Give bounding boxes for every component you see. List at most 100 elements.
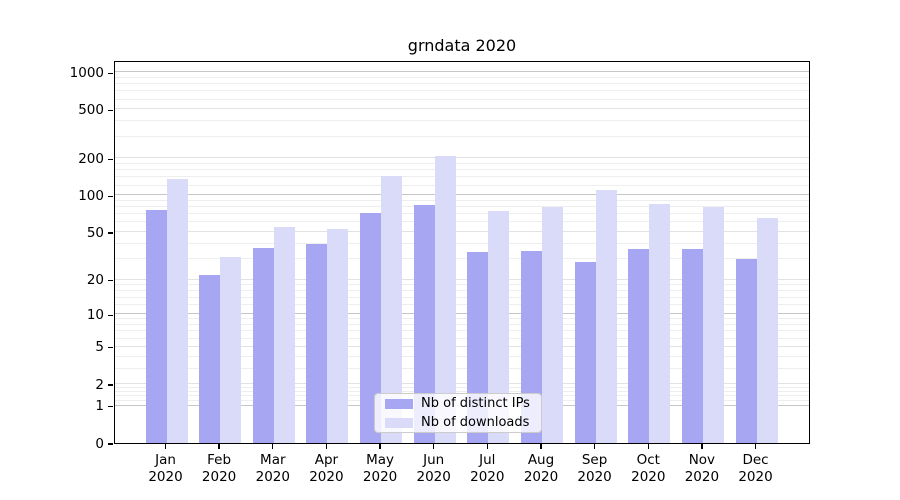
gridline-1.6 xyxy=(115,390,809,392)
y-tick-mark-500 xyxy=(108,109,113,112)
chart-title: grndata 2020 xyxy=(407,36,517,55)
x-tick-label-apr: Apr 2020 xyxy=(309,452,344,485)
gridline-4 xyxy=(115,355,809,357)
gridline-3 xyxy=(115,367,809,369)
gridline-500 xyxy=(115,108,809,110)
y-tick-mark-5 xyxy=(108,347,113,349)
y-tick-label-2: 2 xyxy=(95,376,104,393)
bar-distinct-ips-jan xyxy=(145,209,167,443)
legend-swatch-distinct-ips xyxy=(385,398,413,409)
gridline-14 xyxy=(115,296,809,298)
gridline-10 xyxy=(115,313,809,315)
legend-swatch-downloads xyxy=(385,417,413,428)
gridline-18 xyxy=(115,284,809,285)
bar-downloads-nov xyxy=(702,207,724,443)
gridline-70 xyxy=(115,213,809,215)
bar-distinct-ips-dec xyxy=(735,258,757,443)
gridline-80 xyxy=(115,206,809,208)
gridline-8 xyxy=(115,324,809,326)
x-tick-mark-feb xyxy=(218,444,220,449)
gridline-1000 xyxy=(115,71,809,73)
y-tick-label-100: 100 xyxy=(78,187,104,204)
x-tick-mark-jun xyxy=(433,444,435,449)
gridline-800 xyxy=(115,83,809,85)
gridline-12 xyxy=(115,304,809,306)
x-tick-label-jul: Jul 2020 xyxy=(470,452,505,485)
x-tick-mark-dec xyxy=(754,444,757,449)
bar-downloads-mar xyxy=(273,227,295,443)
x-tick-label-feb: Feb 2020 xyxy=(201,452,237,485)
x-tick-mark-sep xyxy=(593,444,596,449)
legend-label-downloads: Nb of downloads xyxy=(421,415,530,430)
bar-downloads-sep xyxy=(595,190,617,443)
y-tick-label-500: 500 xyxy=(78,101,104,118)
gridline-1.8 xyxy=(115,386,809,388)
gridline-60 xyxy=(115,221,809,223)
legend: Nb of distinct IPs Nb of downloads xyxy=(374,393,542,433)
gridline-400 xyxy=(115,120,809,122)
y-tick-mark-200 xyxy=(108,158,113,161)
x-tick-label-nov: Nov 2020 xyxy=(684,452,720,485)
bar-distinct-ips-mar xyxy=(252,247,274,443)
gridline-20 xyxy=(115,278,809,280)
y-tick-label-50: 50 xyxy=(86,224,104,241)
bar-distinct-ips-may xyxy=(360,212,382,443)
gridline-200 xyxy=(115,157,809,159)
y-tick-mark-0 xyxy=(108,443,113,445)
x-tick-label-mar: Mar 2020 xyxy=(255,452,290,485)
bar-distinct-ips-jun xyxy=(413,204,435,443)
gridline-5 xyxy=(115,345,809,347)
legend-row-distinct-ips: Nb of distinct IPs xyxy=(375,396,541,411)
gridline-9 xyxy=(115,318,809,320)
y-tick-label-1000: 1000 xyxy=(69,64,104,81)
y-tick-label-10: 10 xyxy=(86,306,104,323)
y-tick-mark-2 xyxy=(108,384,113,386)
gridline-900 xyxy=(115,76,809,78)
bar-distinct-ips-feb xyxy=(199,274,221,443)
x-tick-mark-oct xyxy=(647,444,649,449)
x-tick-label-oct: Oct 2020 xyxy=(631,452,666,485)
y-tick-label-20: 20 xyxy=(86,272,104,289)
x-tick-mark-may xyxy=(379,444,381,449)
gridline-40 xyxy=(115,242,809,244)
x-tick-mark-apr xyxy=(325,444,328,449)
x-tick-mark-jan xyxy=(164,444,167,449)
gridline-600 xyxy=(115,98,809,100)
x-tick-label-jan: Jan 2020 xyxy=(148,452,183,485)
x-tick-mark-nov xyxy=(701,444,703,449)
x-tick-label-aug: Aug 2020 xyxy=(523,452,559,485)
gridline-2 xyxy=(115,383,809,384)
y-tick-mark-50 xyxy=(108,232,113,234)
y-tick-label-1: 1 xyxy=(95,398,104,415)
bar-downloads-jul xyxy=(488,210,510,443)
x-tick-mark-mar xyxy=(272,444,274,449)
legend-label-distinct-ips: Nb of distinct IPs xyxy=(421,396,530,411)
bar-downloads-aug xyxy=(542,207,563,443)
bar-downloads-feb xyxy=(220,257,242,443)
y-tick-mark-1 xyxy=(108,406,113,408)
y-tick-mark-100 xyxy=(108,195,113,197)
y-tick-mark-1000 xyxy=(108,72,113,74)
gridline-50 xyxy=(115,231,809,232)
gridline-100 xyxy=(115,194,809,196)
gridline-700 xyxy=(115,90,809,92)
gridline-120 xyxy=(115,184,809,186)
gridline-300 xyxy=(115,135,809,137)
y-tick-label-200: 200 xyxy=(78,150,104,167)
bar-downloads-jun xyxy=(434,155,456,443)
gridline-30 xyxy=(115,257,809,259)
legend-row-downloads: Nb of downloads xyxy=(375,415,541,430)
bar-downloads-dec xyxy=(756,218,778,443)
gridline-6 xyxy=(115,337,809,339)
gridline-160 xyxy=(115,169,809,171)
x-tick-label-may: May 2020 xyxy=(362,452,398,485)
x-tick-label-jun: Jun 2020 xyxy=(416,452,451,485)
gridline-16 xyxy=(115,289,809,291)
bar-distinct-ips-sep xyxy=(574,262,596,443)
y-tick-mark-20 xyxy=(108,279,113,282)
x-tick-label-sep: Sep 2020 xyxy=(577,452,612,485)
bar-downloads-oct xyxy=(649,203,671,443)
bar-downloads-apr xyxy=(327,228,349,443)
gridline-90 xyxy=(115,199,809,201)
